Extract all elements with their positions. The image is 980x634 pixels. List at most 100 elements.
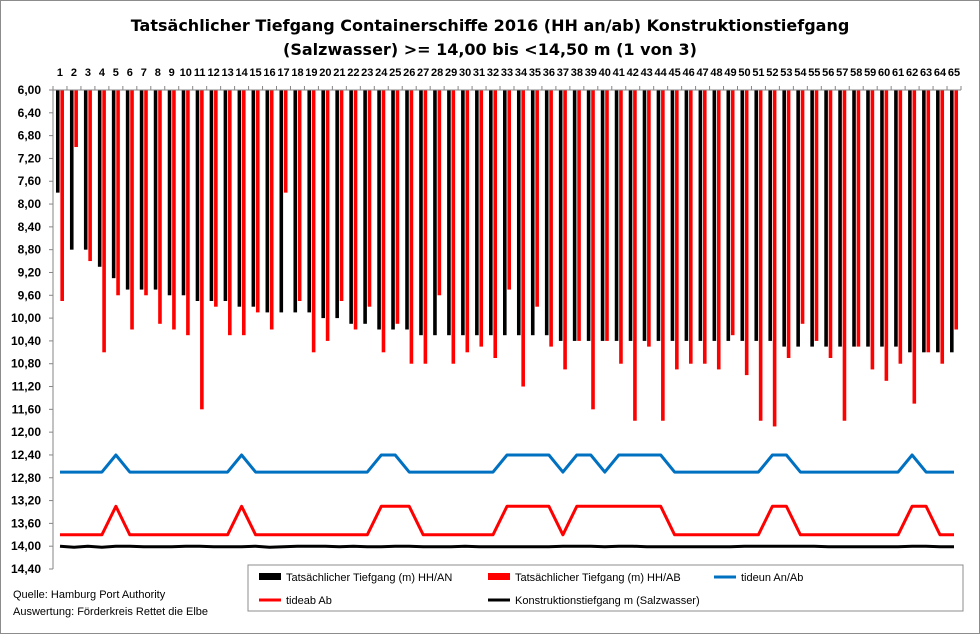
bar-hh-ab bbox=[395, 90, 400, 324]
bar-hh-an bbox=[866, 90, 870, 347]
category-label: 56 bbox=[822, 67, 834, 79]
bar-hh-an bbox=[433, 90, 437, 336]
y-tick-label: 12,40 bbox=[11, 448, 41, 462]
bar-hh-an bbox=[307, 90, 312, 313]
bar-hh-an bbox=[237, 90, 242, 307]
category-label: 8 bbox=[155, 67, 161, 79]
bar-hh-ab bbox=[493, 90, 498, 359]
category-labels: 1 2 3 4 5 6 7 8 9 10 11 12 13 14 15 16 17 18 19 20 21 22 23 24 2… bbox=[57, 67, 960, 79]
category-label: 1 bbox=[57, 67, 63, 79]
y-tick-label: 13,20 bbox=[11, 494, 41, 508]
bar-hh-ab bbox=[228, 90, 232, 336]
category-label: 60 bbox=[878, 67, 890, 79]
category-label: 63 bbox=[920, 67, 932, 79]
bar-hh-an bbox=[712, 90, 717, 341]
bar-hh-ab bbox=[772, 90, 777, 427]
bar-hh-an bbox=[838, 90, 842, 347]
bar-hh-ab bbox=[116, 90, 120, 296]
category-label: 29 bbox=[445, 67, 457, 79]
category-label: 13 bbox=[221, 67, 233, 79]
bar-hh-ab bbox=[479, 90, 484, 347]
bar-hh-ab bbox=[423, 90, 428, 364]
line-konstruktionstiefgang bbox=[59, 544, 954, 549]
bar-hh-an bbox=[419, 90, 423, 336]
category-label: 17 bbox=[277, 67, 289, 79]
bar-hh-an bbox=[153, 90, 158, 290]
bar-hh-ab bbox=[144, 90, 148, 296]
bar-hh-ab bbox=[214, 90, 218, 307]
line-tideab bbox=[60, 504, 954, 537]
bar-hh-an bbox=[167, 90, 172, 296]
category-label: 61 bbox=[892, 67, 904, 79]
y-tick-label: 14,00 bbox=[11, 539, 41, 553]
bar-hh-ab bbox=[255, 90, 260, 313]
category-label: 34 bbox=[515, 67, 528, 79]
category-label: 6 bbox=[127, 67, 133, 79]
bar-hh-an bbox=[698, 90, 703, 341]
bar-hh-an bbox=[936, 90, 940, 353]
category-label: 27 bbox=[417, 67, 429, 79]
bar-hh-an bbox=[726, 90, 731, 341]
category-label: 5 bbox=[113, 67, 119, 79]
bar-hh-ab bbox=[647, 90, 651, 347]
bar-hh-ab bbox=[605, 90, 609, 341]
bar-hh-ab bbox=[912, 90, 917, 404]
category-label: 51 bbox=[752, 67, 764, 79]
y-tick-label: 6,80 bbox=[18, 129, 42, 143]
category-label: 37 bbox=[557, 67, 569, 79]
category-label: 38 bbox=[571, 67, 583, 79]
category-label: 53 bbox=[780, 67, 792, 79]
legend-symbol-hh-ab bbox=[488, 573, 510, 580]
bar-hh-an bbox=[181, 90, 186, 296]
bar-hh-ab bbox=[60, 90, 64, 301]
y-tick-label: 11,20 bbox=[12, 380, 42, 394]
bar-hh-ab bbox=[689, 90, 693, 364]
category-label: 9 bbox=[169, 67, 175, 79]
bar-hh-ab bbox=[186, 90, 190, 336]
bar-hh-an bbox=[852, 90, 856, 347]
bar-hh-ab bbox=[926, 90, 931, 353]
category-label: 58 bbox=[850, 67, 862, 79]
category-label: 4 bbox=[99, 67, 106, 79]
category-label: 22 bbox=[347, 67, 359, 79]
bar-hh-ab bbox=[758, 90, 763, 421]
category-label: 15 bbox=[249, 67, 261, 79]
bar-hh-an bbox=[447, 90, 451, 336]
category-label: 25 bbox=[389, 67, 401, 79]
category-label: 55 bbox=[808, 67, 820, 79]
bar-hh-an bbox=[139, 90, 144, 290]
bar-hh-an bbox=[363, 90, 367, 324]
bar-hh-ab bbox=[507, 90, 511, 290]
bar-hh-ab bbox=[409, 90, 414, 364]
category-label: 20 bbox=[319, 67, 331, 79]
bar-hh-an bbox=[544, 90, 549, 336]
bar-hh-an bbox=[908, 90, 912, 353]
category-label: 42 bbox=[627, 67, 639, 79]
series-hh-ab-bars bbox=[60, 90, 959, 427]
category-label: 7 bbox=[141, 67, 147, 79]
bar-hh-ab bbox=[828, 90, 833, 359]
series-hh-an-bars bbox=[55, 90, 954, 353]
y-tick-label: 8,40 bbox=[18, 220, 42, 234]
y-tick-label: 8,80 bbox=[18, 243, 42, 257]
bar-hh-ab bbox=[870, 90, 875, 370]
bar-hh-an bbox=[628, 90, 633, 341]
y-tick-label: 13,60 bbox=[11, 516, 41, 530]
bar-hh-an bbox=[265, 90, 270, 313]
category-label: 54 bbox=[794, 67, 807, 79]
category-label: 23 bbox=[361, 67, 373, 79]
legend-box bbox=[247, 564, 964, 612]
bar-hh-ab bbox=[353, 90, 358, 330]
bar-hh-ab bbox=[800, 90, 805, 324]
bar-hh-ab bbox=[577, 90, 581, 341]
category-label: 18 bbox=[291, 67, 303, 79]
bar-hh-an bbox=[69, 90, 74, 250]
bar-hh-ab bbox=[283, 90, 288, 193]
y-tick-label: 12,00 bbox=[11, 425, 41, 439]
category-label: 14 bbox=[235, 67, 248, 79]
bar-hh-ab bbox=[521, 90, 525, 387]
bar-hh-an bbox=[670, 90, 675, 341]
category-label: 41 bbox=[613, 67, 625, 79]
bar-hh-an bbox=[335, 90, 339, 319]
